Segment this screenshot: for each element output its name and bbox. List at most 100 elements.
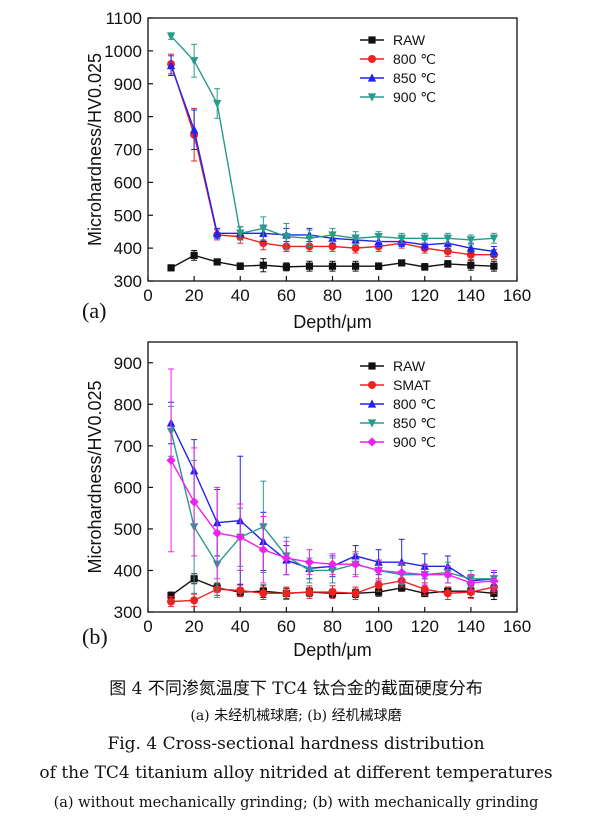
data-point [351,244,360,253]
data-point [282,233,291,242]
data-point [328,242,337,251]
data-point [444,260,452,268]
y-tick-label: 900 [114,354,142,373]
x-tick-label: 140 [457,617,485,636]
x-tick-label: 160 [503,286,531,305]
legend-label: RAW [393,358,426,374]
data-point [281,553,291,563]
legend-entry: 800 ℃ [360,396,436,412]
data-point [351,589,360,598]
data-point [259,224,268,233]
series-2 [166,55,499,257]
y-tick-label: 300 [114,603,142,622]
legend-label: 900 ℃ [393,89,436,105]
data-point [420,240,429,249]
legend-marker [367,399,377,408]
data-point [375,588,383,596]
data-point [397,234,406,243]
series-line [170,65,495,253]
legend-entry: RAW [360,32,426,48]
data-point [467,261,475,269]
x-axis-label: Depth/μm [293,640,371,660]
data-point [443,247,452,256]
legend-marker [368,36,376,44]
legend-label: 800 ℃ [393,396,436,412]
chart-panel-b: 300 400 500 600 700 800 900 0 20 40 60 80 100 120 140 1… [82,341,531,660]
caption-en-line2: of the TC4 titanium alloy nitrided at di… [39,763,553,783]
data-point [489,234,499,243]
x-tick-label: 140 [457,286,485,305]
data-point [304,557,315,567]
data-point [258,545,268,555]
legend-label: 850 ℃ [393,415,436,431]
data-point [328,588,337,597]
data-point [212,528,222,538]
legend-label: RAW [393,32,426,48]
data-point [189,57,199,66]
y-axis-label: Microhardness/HV0.025 [85,380,105,573]
y-tick-label: 800 [114,395,142,414]
data-point [351,234,360,243]
x-tick-label: 160 [503,617,531,636]
data-point [282,263,290,271]
series-line [170,35,494,241]
data-point [166,61,176,70]
x-tick-label: 120 [411,617,439,636]
caption-zh-title: 图 4 不同渗氮温度下 TC4 钛合金的截面硬度分布 [109,679,483,699]
y-tick-label: 1100 [105,9,142,28]
y-tick-label: 800 [114,108,142,127]
data-point [305,588,314,597]
data-point [398,259,406,267]
data-point [213,258,221,266]
data-point [259,589,268,598]
data-point [374,565,384,576]
legend-entry: 850 ℃ [360,415,436,431]
data-point [259,261,267,269]
legend-marker [368,381,376,389]
data-point [189,125,199,134]
data-point [305,234,314,243]
legend-marker [368,362,376,370]
data-point [443,589,452,598]
y-tick-label: 500 [114,520,142,539]
y-tick-label: 600 [114,478,142,497]
series-line [170,63,494,256]
data-point [350,559,361,569]
panel-label: (a) [82,298,106,323]
x-tick-label: 60 [277,286,296,305]
data-point [374,581,383,589]
data-point [190,251,198,259]
data-point [466,243,476,252]
x-tick-label: 100 [364,286,392,305]
series-4 [166,368,499,592]
data-point [420,585,429,594]
legend-entry: 900 ℃ [360,89,436,105]
data-point [421,263,429,271]
data-point [167,597,176,606]
y-tick-label: 400 [114,239,142,258]
legend-marker [367,419,377,428]
y-axis-label: Microhardness/HV0.025 [85,53,105,246]
legend-label: SMAT [393,377,431,393]
x-tick-label: 80 [323,286,342,305]
data-point [166,32,176,41]
legend-marker [367,437,377,447]
x-tick-label: 40 [231,286,250,305]
data-point [236,262,244,270]
legend-label: 800 ℃ [393,51,436,67]
x-tick-label: 60 [277,617,296,636]
caption-en-subtitle: (a) without mechanically grinding; (b) w… [53,795,539,811]
data-point [466,578,476,588]
data-point [420,570,430,580]
x-tick-label: 80 [323,617,342,636]
data-point [397,567,407,578]
data-point [397,557,406,566]
data-point [375,262,383,270]
data-point [489,246,499,256]
data-point [235,532,245,542]
legend-entry: 900 ℃ [360,434,436,450]
data-point [351,262,360,270]
data-point [190,596,199,605]
data-point [398,584,406,592]
